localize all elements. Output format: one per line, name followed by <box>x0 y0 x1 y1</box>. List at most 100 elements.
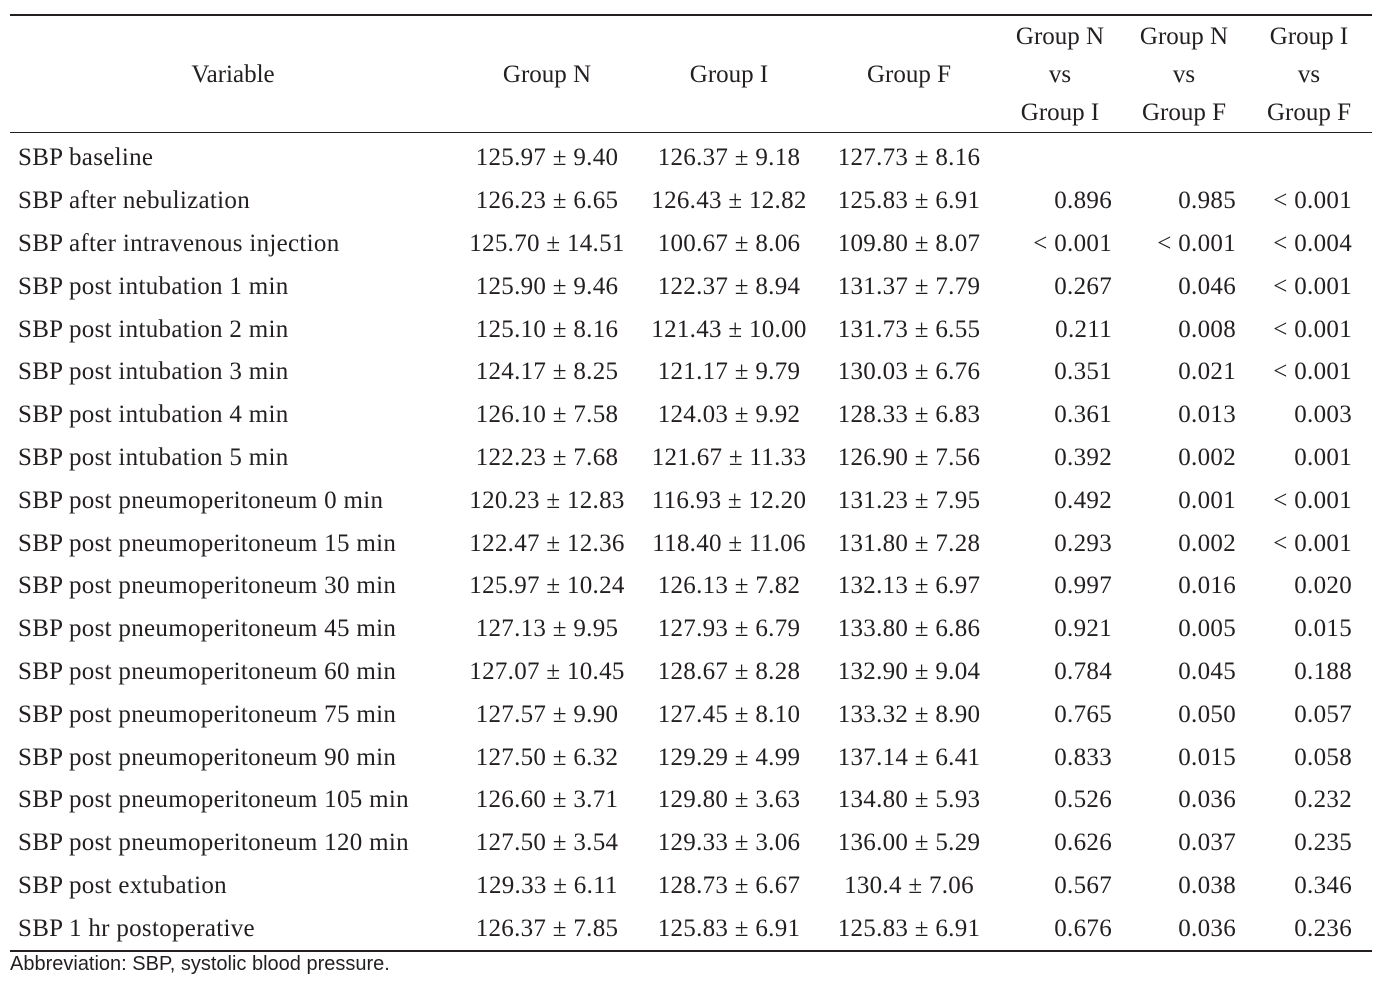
table-row: SBP 1 hr postoperative 126.37 ± 7.85 125.8… <box>10 907 1372 951</box>
p-n-vs-f-cell: 0.046 <box>1178 272 1236 300</box>
p-n-vs-f-cell: 0.016 <box>1178 572 1236 600</box>
group-i-cell: 127.93 ± 6.79 <box>657 615 801 643</box>
group-n-cell: 126.10 ± 7.58 <box>475 401 619 429</box>
p-i-vs-f-cell: 0.015 <box>1294 615 1352 643</box>
group-n-cell: 125.70 ± 14.51 <box>469 229 625 257</box>
p-n-vs-i-cell: < 0.001 <box>1033 229 1112 257</box>
group-n-cell: 125.97 ± 10.24 <box>469 572 625 600</box>
group-f-cell: 131.80 ± 7.28 <box>837 529 981 557</box>
variable-cell: SBP after intravenous injection <box>18 229 340 257</box>
p-i-vs-f-cell: < 0.001 <box>1273 272 1352 300</box>
group-n-cell: 122.47 ± 12.36 <box>469 529 625 557</box>
p-n-vs-f-cell: 0.038 <box>1178 871 1236 899</box>
p-n-vs-f-cell: 0.002 <box>1178 529 1236 557</box>
group-i-cell: 121.17 ± 9.79 <box>657 358 801 386</box>
table-row: SBP post extubation 129.33 ± 6.11 128.73 ±… <box>10 865 1372 908</box>
table-row: SBP baseline 125.97 ± 9.40 126.37 ± 9.18 12… <box>10 133 1372 180</box>
group-i-header: Group I <box>638 15 820 133</box>
p-n-vs-i-cell: 0.784 <box>1054 657 1112 685</box>
group-i-cell: 121.43 ± 10.00 <box>651 315 807 343</box>
p-n-vs-i-cell: 0.293 <box>1054 529 1112 557</box>
table-body: SBP baseline 125.97 ± 9.40 126.37 ± 9.18 12… <box>10 133 1372 952</box>
p-n-vs-i-cell: 0.997 <box>1054 572 1112 600</box>
group-i-cell: 126.13 ± 7.82 <box>657 572 801 600</box>
group-i-cell: 127.45 ± 8.10 <box>657 700 801 728</box>
group-n-header: Group N <box>456 15 638 133</box>
variable-cell: SBP post pneumoperitoneum 60 min <box>18 657 397 685</box>
n-vs-i-header: Group N vs Group I <box>998 15 1122 133</box>
p-n-vs-i-cell: 0.626 <box>1054 829 1112 857</box>
p-n-vs-i-cell: 0.392 <box>1054 443 1112 471</box>
group-n-cell: 127.50 ± 3.54 <box>475 829 619 857</box>
p-i-vs-f-cell: < 0.001 <box>1273 486 1352 514</box>
variable-cell: SBP post pneumoperitoneum 105 min <box>18 786 409 814</box>
group-n-cell: 127.50 ± 6.32 <box>475 743 619 771</box>
group-n-cell: 127.07 ± 10.45 <box>469 657 625 685</box>
group-f-cell: 137.14 ± 6.41 <box>837 743 981 771</box>
group-f-cell: 132.13 ± 6.97 <box>837 572 981 600</box>
group-f-cell: 109.80 ± 8.07 <box>837 229 981 257</box>
header-line: vs <box>1297 61 1321 88</box>
header-line: Variable <box>191 61 275 88</box>
table-row: SBP post pneumoperitoneum 120 min 127.50 … <box>10 822 1372 865</box>
p-n-vs-f-cell: 0.005 <box>1178 615 1236 643</box>
p-n-vs-f-cell: 0.008 <box>1178 315 1236 343</box>
header-line: vs <box>1172 61 1196 88</box>
group-i-cell: 129.33 ± 3.06 <box>657 829 801 857</box>
p-n-vs-f-cell <box>1122 133 1246 180</box>
header-line: Group I <box>1269 23 1349 50</box>
group-f-cell: 132.90 ± 9.04 <box>837 657 981 685</box>
p-n-vs-i-cell <box>998 133 1122 180</box>
group-i-cell: 128.73 ± 6.67 <box>657 871 801 899</box>
p-i-vs-f-cell: 0.346 <box>1294 871 1352 899</box>
p-i-vs-f-cell: < 0.001 <box>1273 315 1352 343</box>
group-i-cell: 129.80 ± 3.63 <box>657 786 801 814</box>
p-i-vs-f-cell: < 0.001 <box>1273 358 1352 386</box>
p-n-vs-i-cell: 0.267 <box>1054 272 1112 300</box>
p-n-vs-f-cell: 0.036 <box>1178 914 1236 942</box>
table-row: SBP post pneumoperitoneum 60 min 127.07 ±… <box>10 651 1372 694</box>
p-n-vs-i-cell: 0.765 <box>1054 700 1112 728</box>
variable-cell: SBP 1 hr postoperative <box>18 914 255 942</box>
table-row: SBP post pneumoperitoneum 30 min 125.97 ±… <box>10 565 1372 608</box>
variable-cell: SBP post pneumoperitoneum 15 min <box>18 529 397 557</box>
header-line: Group N <box>1015 23 1105 50</box>
p-n-vs-f-cell: 0.036 <box>1178 786 1236 814</box>
p-i-vs-f-cell: < 0.001 <box>1273 187 1352 215</box>
group-f-cell: 131.23 ± 7.95 <box>837 486 981 514</box>
header-line: Group N <box>502 61 592 88</box>
table-row: SBP post pneumoperitoneum 90 min 127.50 ±… <box>10 736 1372 779</box>
p-i-vs-f-cell: 0.058 <box>1294 743 1352 771</box>
group-i-cell: 122.37 ± 8.94 <box>657 272 801 300</box>
group-n-cell: 127.13 ± 9.95 <box>475 615 619 643</box>
group-f-cell: 127.73 ± 8.16 <box>837 144 981 172</box>
p-i-vs-f-cell: 0.232 <box>1294 786 1352 814</box>
header-line: vs <box>1048 61 1072 88</box>
table-footnote: Abbreviation: SBP, systolic blood pressu… <box>10 953 390 975</box>
p-i-vs-f-cell: 0.020 <box>1294 572 1352 600</box>
p-i-vs-f-cell: < 0.004 <box>1273 229 1352 257</box>
p-n-vs-f-cell: 0.002 <box>1178 443 1236 471</box>
table-row: SBP post pneumoperitoneum 0 min 120.23 ± … <box>10 479 1372 522</box>
variable-cell: SBP post intubation 5 min <box>18 443 289 471</box>
group-f-cell: 131.37 ± 7.79 <box>837 272 981 300</box>
group-i-cell: 100.67 ± 8.06 <box>657 229 801 257</box>
p-i-vs-f-cell: 0.057 <box>1294 700 1352 728</box>
p-n-vs-i-cell: 0.567 <box>1054 871 1112 899</box>
p-n-vs-f-cell: 0.013 <box>1178 401 1236 429</box>
variable-cell: SBP baseline <box>18 144 154 172</box>
table-row: SBP post pneumoperitoneum 75 min 127.57 ±… <box>10 693 1372 736</box>
p-n-vs-i-cell: 0.896 <box>1054 187 1112 215</box>
group-n-cell: 122.23 ± 7.68 <box>475 443 619 471</box>
header-line: Group I <box>689 61 769 88</box>
group-f-cell: 128.33 ± 6.83 <box>837 401 981 429</box>
variable-cell: SBP post extubation <box>18 871 227 899</box>
table-row: SBP post intubation 3 min 124.17 ± 8.25 12… <box>10 351 1372 394</box>
group-f-cell: 133.32 ± 8.90 <box>837 700 981 728</box>
variable-header: Variable <box>10 15 456 133</box>
group-i-cell: 118.40 ± 11.06 <box>652 529 806 557</box>
table-row: SBP post intubation 5 min 122.23 ± 7.68 12… <box>10 437 1372 480</box>
group-n-cell: 120.23 ± 12.83 <box>469 486 625 514</box>
